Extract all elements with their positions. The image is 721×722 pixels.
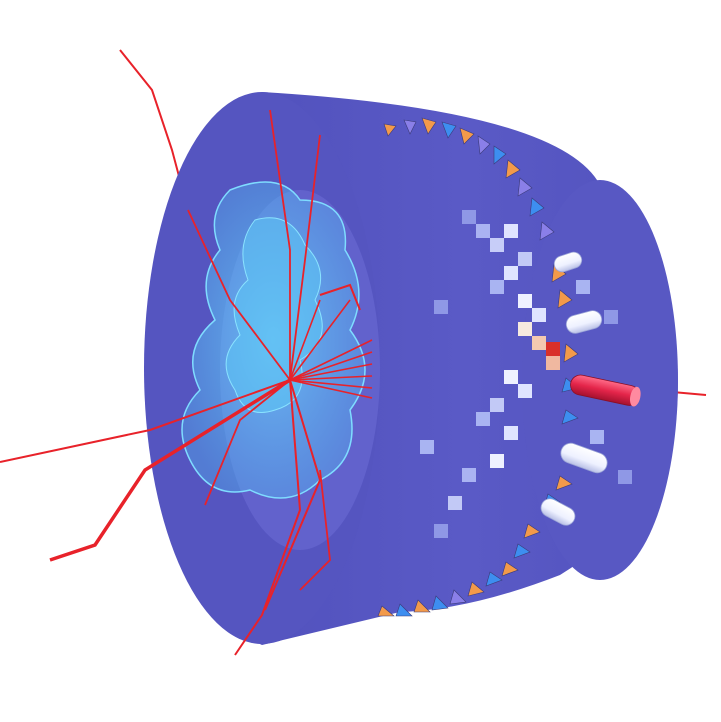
particle-track-icon bbox=[0, 379, 291, 463]
calorimeter-cell-icon bbox=[604, 310, 618, 324]
muon-cone-icon bbox=[377, 605, 395, 617]
muon-cone-icon bbox=[403, 119, 417, 135]
particle-track-icon bbox=[289, 134, 321, 381]
track-bundle bbox=[289, 299, 373, 399]
muon-cone-icon bbox=[529, 197, 545, 217]
calorimeter-cell-icon bbox=[490, 398, 504, 412]
calorimeter-cell-icon bbox=[476, 224, 490, 238]
jet-cylinder-icon bbox=[553, 251, 583, 273]
jet-cylinder-icon bbox=[560, 442, 608, 474]
jet-cylinder-icon bbox=[565, 310, 603, 334]
muon-cone-icon bbox=[563, 343, 579, 363]
muon-cone-icon bbox=[485, 571, 503, 587]
particle-track-icon bbox=[269, 109, 291, 380]
calorimeter-cell-icon bbox=[490, 280, 504, 294]
muon-cone-icon bbox=[449, 589, 467, 605]
muon-cone-icon bbox=[477, 135, 491, 155]
calorimeter-cell-icon bbox=[420, 440, 434, 454]
calorimeter-cell-icon bbox=[518, 252, 532, 266]
particle-track-icon bbox=[187, 209, 291, 381]
calorimeter-cell-icon bbox=[518, 322, 532, 336]
calorimeter-cell-icon bbox=[546, 342, 560, 356]
calorimeter-cell-icon bbox=[532, 308, 546, 322]
calorimeter-cell-icon bbox=[532, 336, 546, 350]
calorimeter-cell-icon bbox=[518, 294, 532, 308]
calorimeter-cell-icon bbox=[434, 524, 448, 538]
calorimeter-cell-icon bbox=[504, 224, 518, 238]
muon-cone-icon bbox=[501, 561, 519, 577]
calorimeter-cell-icon bbox=[434, 300, 448, 314]
muon-cone-icon bbox=[517, 177, 533, 197]
particle-track-icon bbox=[299, 469, 331, 591]
jet-cylinder-icon bbox=[540, 498, 576, 526]
muon-cone-ring bbox=[377, 117, 579, 617]
calorimeter-cell-icon bbox=[504, 370, 518, 384]
particle-track-icon bbox=[49, 378, 291, 562]
muon-cone-icon bbox=[467, 581, 485, 597]
muon-cone-icon bbox=[555, 475, 573, 491]
muon-cone-icon bbox=[459, 127, 475, 145]
calorimeter-cell-icon bbox=[518, 384, 532, 398]
muon-cone-icon bbox=[539, 221, 555, 241]
calorimeter-cell-icon bbox=[448, 496, 462, 510]
particle-track-icon bbox=[264, 379, 322, 611]
calorimeter-cell-icon bbox=[490, 238, 504, 252]
muon-cone-icon bbox=[557, 289, 573, 309]
muon-cone-icon bbox=[421, 117, 437, 135]
calorimeter-cell-icon bbox=[504, 266, 518, 280]
jet-cylinders bbox=[540, 251, 608, 526]
jet-cylinder-icon bbox=[570, 374, 641, 407]
muon-cone-icon bbox=[413, 599, 431, 613]
muon-cone-icon bbox=[441, 121, 457, 139]
calorimeter-cell-icon bbox=[590, 430, 604, 444]
calorimeter-cells bbox=[420, 210, 632, 538]
tracks-front bbox=[0, 109, 361, 656]
particle-track-icon bbox=[204, 379, 291, 506]
calorimeter-cell-icon bbox=[476, 412, 490, 426]
calorimeter-cell-icon bbox=[462, 210, 476, 224]
particle-track-icon bbox=[234, 379, 302, 656]
calorimeter-cell-icon bbox=[504, 426, 518, 440]
muon-cone-icon bbox=[431, 595, 449, 611]
calorimeter-cell-icon bbox=[490, 454, 504, 468]
particle-track-icon bbox=[319, 283, 361, 311]
muon-cone-icon bbox=[561, 409, 579, 425]
muon-cone-icon bbox=[523, 523, 541, 539]
calorimeter-cell-icon bbox=[576, 280, 590, 294]
muon-cone-icon bbox=[395, 603, 413, 617]
muon-cone-icon bbox=[505, 159, 521, 179]
muon-cone-icon bbox=[513, 543, 531, 559]
muon-cone-icon bbox=[383, 123, 397, 137]
muon-cone-icon bbox=[493, 145, 507, 165]
calorimeter-cell-icon bbox=[546, 356, 560, 370]
calorimeter-cell-icon bbox=[462, 468, 476, 482]
calorimeter-cell-icon bbox=[618, 470, 632, 484]
